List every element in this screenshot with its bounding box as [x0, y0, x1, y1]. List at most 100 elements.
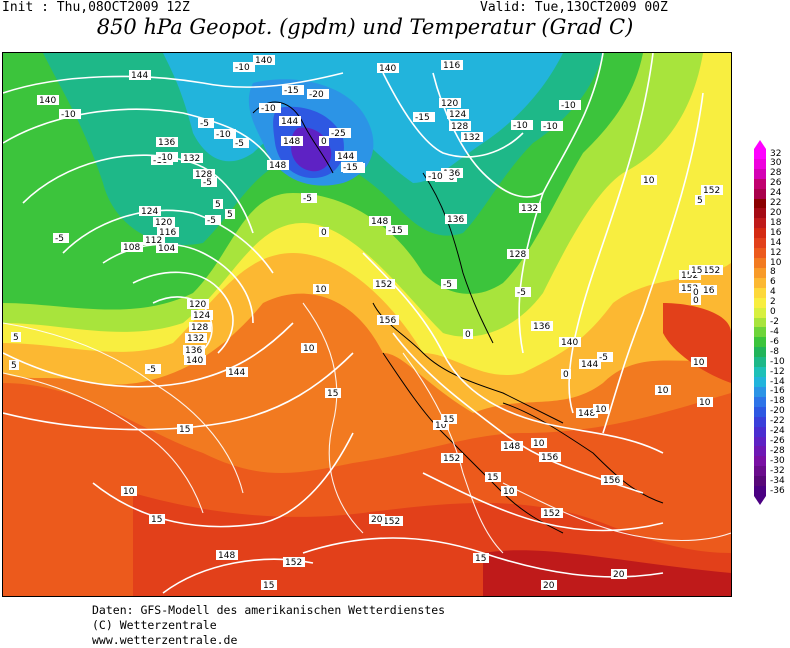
- colorbar-segment: [754, 327, 766, 338]
- geopotential-label: 104: [158, 244, 175, 254]
- geopotential-label-bg: [531, 321, 553, 331]
- geopotential-label-bg: [369, 216, 391, 226]
- geopotential-label-bg: [183, 345, 205, 355]
- temperature-label-bg: [121, 486, 137, 496]
- temperature-label: 0: [693, 288, 699, 298]
- temperature-label: 10: [123, 487, 135, 497]
- temperature-label: -10: [513, 121, 528, 131]
- geopotential-label-bg: [377, 315, 399, 325]
- temperature-label-bg: [386, 225, 408, 235]
- geopotential-label-bg: [185, 333, 207, 343]
- temperature-labels: -10 -10 -10 -15 -20 -10 -5 -10 -5 -10 -5 -5 -5 0 -25 -1…: [9, 62, 717, 591]
- geopotential-label-bg: [153, 217, 175, 227]
- colorbar-label: 18: [770, 217, 782, 228]
- colorbar-label: -16: [770, 386, 785, 397]
- colorbar-segment: [754, 486, 766, 497]
- temperature-label: -5: [443, 280, 452, 290]
- colorbar-segment: [754, 317, 766, 328]
- colorbar-label: -28: [770, 445, 785, 456]
- temperature-label: 15: [443, 415, 454, 425]
- colorbar-label: -4: [770, 326, 779, 337]
- colorbar-label: -6: [770, 336, 779, 347]
- colorbar-segment: [754, 228, 766, 239]
- geopotential-label: 140: [255, 56, 272, 66]
- colorbar-label: 12: [770, 247, 782, 258]
- geopotential-label-bg: [281, 136, 303, 146]
- colorbar-segment: [754, 377, 766, 388]
- temperature-label-bg: [485, 472, 501, 482]
- colorbar-segment: [754, 367, 766, 378]
- colorbar-segment: [754, 416, 766, 428]
- geopotential-label-bg: [226, 367, 248, 377]
- colorbar-column: [754, 149, 766, 497]
- colorbar-segment: [754, 198, 766, 209]
- temperature-label: 10: [699, 398, 711, 408]
- temperature-label-bg: [369, 514, 385, 524]
- geopotential-label-bg: [381, 516, 403, 526]
- geopotential-label: 132: [463, 133, 480, 143]
- geopotential-label: 108: [123, 243, 140, 253]
- temperature-label: 10: [315, 285, 327, 295]
- temperature-label: 0: [563, 370, 569, 380]
- temperature-label: 10: [503, 487, 515, 497]
- geopotential-label: 144: [228, 368, 245, 378]
- temperature-label-bg: [691, 287, 701, 297]
- temperature-label: 5: [11, 361, 17, 371]
- geopotential-label: 152: [681, 271, 698, 281]
- temperature-label-bg: [701, 285, 717, 295]
- geopotential-label: 148: [269, 161, 286, 171]
- geopotential-label-bg: [253, 55, 275, 65]
- temperature-label: 20: [613, 570, 625, 580]
- colorbar-segment: [754, 466, 766, 477]
- credits-data-source: Daten: GFS-Modell des amerikanischen Wet…: [92, 603, 446, 617]
- temperature-label-bg: [53, 233, 69, 243]
- geopotential-label: 124: [449, 110, 466, 120]
- temperature-label: 15: [487, 473, 498, 483]
- temperature-label-bg: [313, 284, 329, 294]
- geopotential-label-bg: [701, 185, 723, 195]
- temperature-label-bg: [511, 120, 533, 130]
- geopotential-label: 156: [603, 476, 620, 486]
- temperature-label: 10: [693, 358, 705, 368]
- temperature-label-bg: [561, 369, 571, 379]
- temperature-label: -10: [61, 110, 76, 120]
- colorbar-segment: [754, 446, 766, 457]
- colorbar-label: -26: [770, 436, 785, 446]
- colorbar-segment: [754, 426, 766, 437]
- colorbar-segment: [754, 218, 766, 229]
- temperature-label: -5: [235, 139, 244, 149]
- geopotential-label: 116: [443, 61, 460, 71]
- temperature-label: 15: [263, 581, 274, 591]
- geopotential-label-bg: [441, 453, 463, 463]
- geopotential-label: 124: [141, 207, 158, 217]
- temperature-label-bg: [301, 343, 317, 353]
- colorbar-label: 32: [770, 148, 782, 159]
- geopotential-label: 148: [218, 551, 235, 561]
- geopotential-label: 140: [561, 338, 578, 348]
- geopotential-label: 132: [183, 154, 200, 164]
- colorbar-label: -36: [770, 485, 785, 496]
- geopotential-label-bg: [267, 160, 289, 170]
- temperature-label-bg: [261, 580, 277, 590]
- geopotential-label: 140: [379, 64, 396, 74]
- colorbar-arrow-down: [754, 496, 766, 505]
- geopotential-label-bg: [445, 214, 467, 224]
- temperature-colorbar: 32 30 28 26 24 22 20 18 16 14 12 10 8 6 4 2 0 -2 -4 -6 -8 -10…: [752, 140, 790, 510]
- temperature-label: 15: [691, 266, 702, 276]
- geopotential-label-bg: [373, 279, 395, 289]
- geopotential-label: 144: [581, 360, 598, 370]
- colorbar-label: -30: [770, 455, 785, 466]
- geopotential-label: 140: [186, 356, 203, 366]
- geopotential-label: 120: [441, 99, 458, 109]
- temperature-label-bg: [341, 162, 363, 172]
- temperature-label: 5: [13, 333, 19, 343]
- geopotential-label-bg: [539, 452, 561, 462]
- temperature-label: 0: [321, 228, 327, 238]
- colorbar-segment: [754, 297, 766, 309]
- temperature-label: -15: [343, 163, 358, 173]
- temperature-label-bg: [225, 209, 235, 219]
- colorbar-label: 0: [770, 307, 776, 318]
- colorbar-label: -2: [770, 317, 779, 328]
- geopotential-label: 152: [375, 280, 392, 290]
- temperature-label-bg: [319, 136, 329, 146]
